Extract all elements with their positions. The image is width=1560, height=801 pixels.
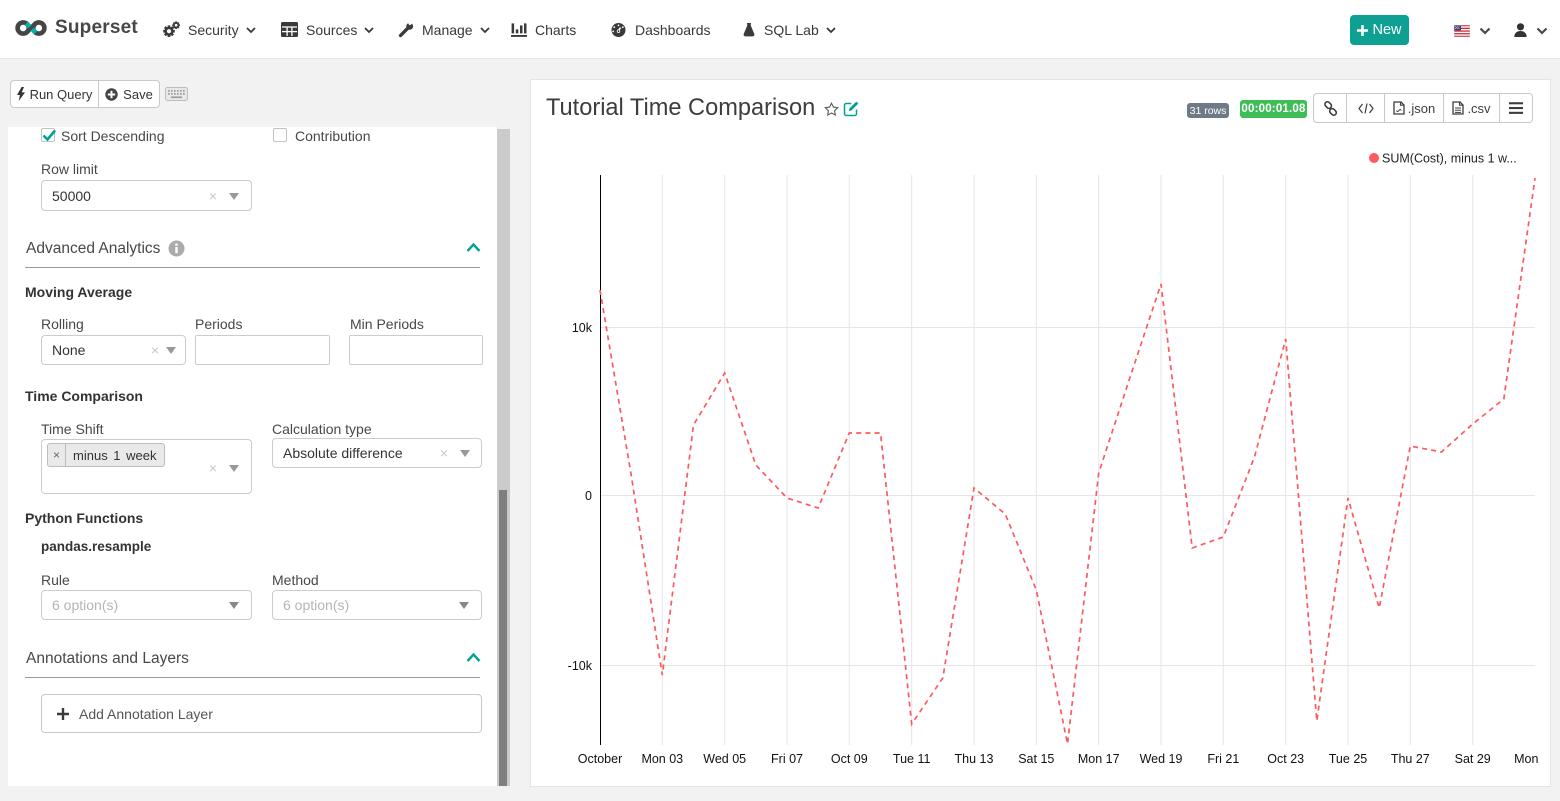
svg-text:Oct 09: Oct 09 xyxy=(831,752,868,766)
svg-text:-10k: -10k xyxy=(568,659,593,673)
svg-text:10k: 10k xyxy=(572,321,593,335)
svg-text:0: 0 xyxy=(585,489,592,503)
svg-text:Mon 17: Mon 17 xyxy=(1078,752,1120,766)
svg-text:Tue 11: Tue 11 xyxy=(893,752,931,766)
svg-text:Thu 13: Thu 13 xyxy=(955,752,994,766)
svg-text:Wed 05: Wed 05 xyxy=(703,752,746,766)
svg-text:Fri 21: Fri 21 xyxy=(1207,752,1239,766)
svg-text:Mon 31: Mon 31 xyxy=(1514,752,1539,766)
svg-text:Oct 23: Oct 23 xyxy=(1267,752,1304,766)
svg-text:Thu 27: Thu 27 xyxy=(1391,752,1430,766)
svg-text:Fri 07: Fri 07 xyxy=(771,752,803,766)
svg-text:Tue 25: Tue 25 xyxy=(1329,752,1368,766)
svg-text:October: October xyxy=(578,752,622,766)
svg-text:Wed 19: Wed 19 xyxy=(1140,752,1183,766)
svg-text:Sat 15: Sat 15 xyxy=(1018,752,1054,766)
svg-text:SUM(Cost), minus 1 w...: SUM(Cost), minus 1 w... xyxy=(1382,152,1517,166)
svg-text:Sat 29: Sat 29 xyxy=(1455,752,1491,766)
svg-text:Mon 03: Mon 03 xyxy=(641,752,683,766)
